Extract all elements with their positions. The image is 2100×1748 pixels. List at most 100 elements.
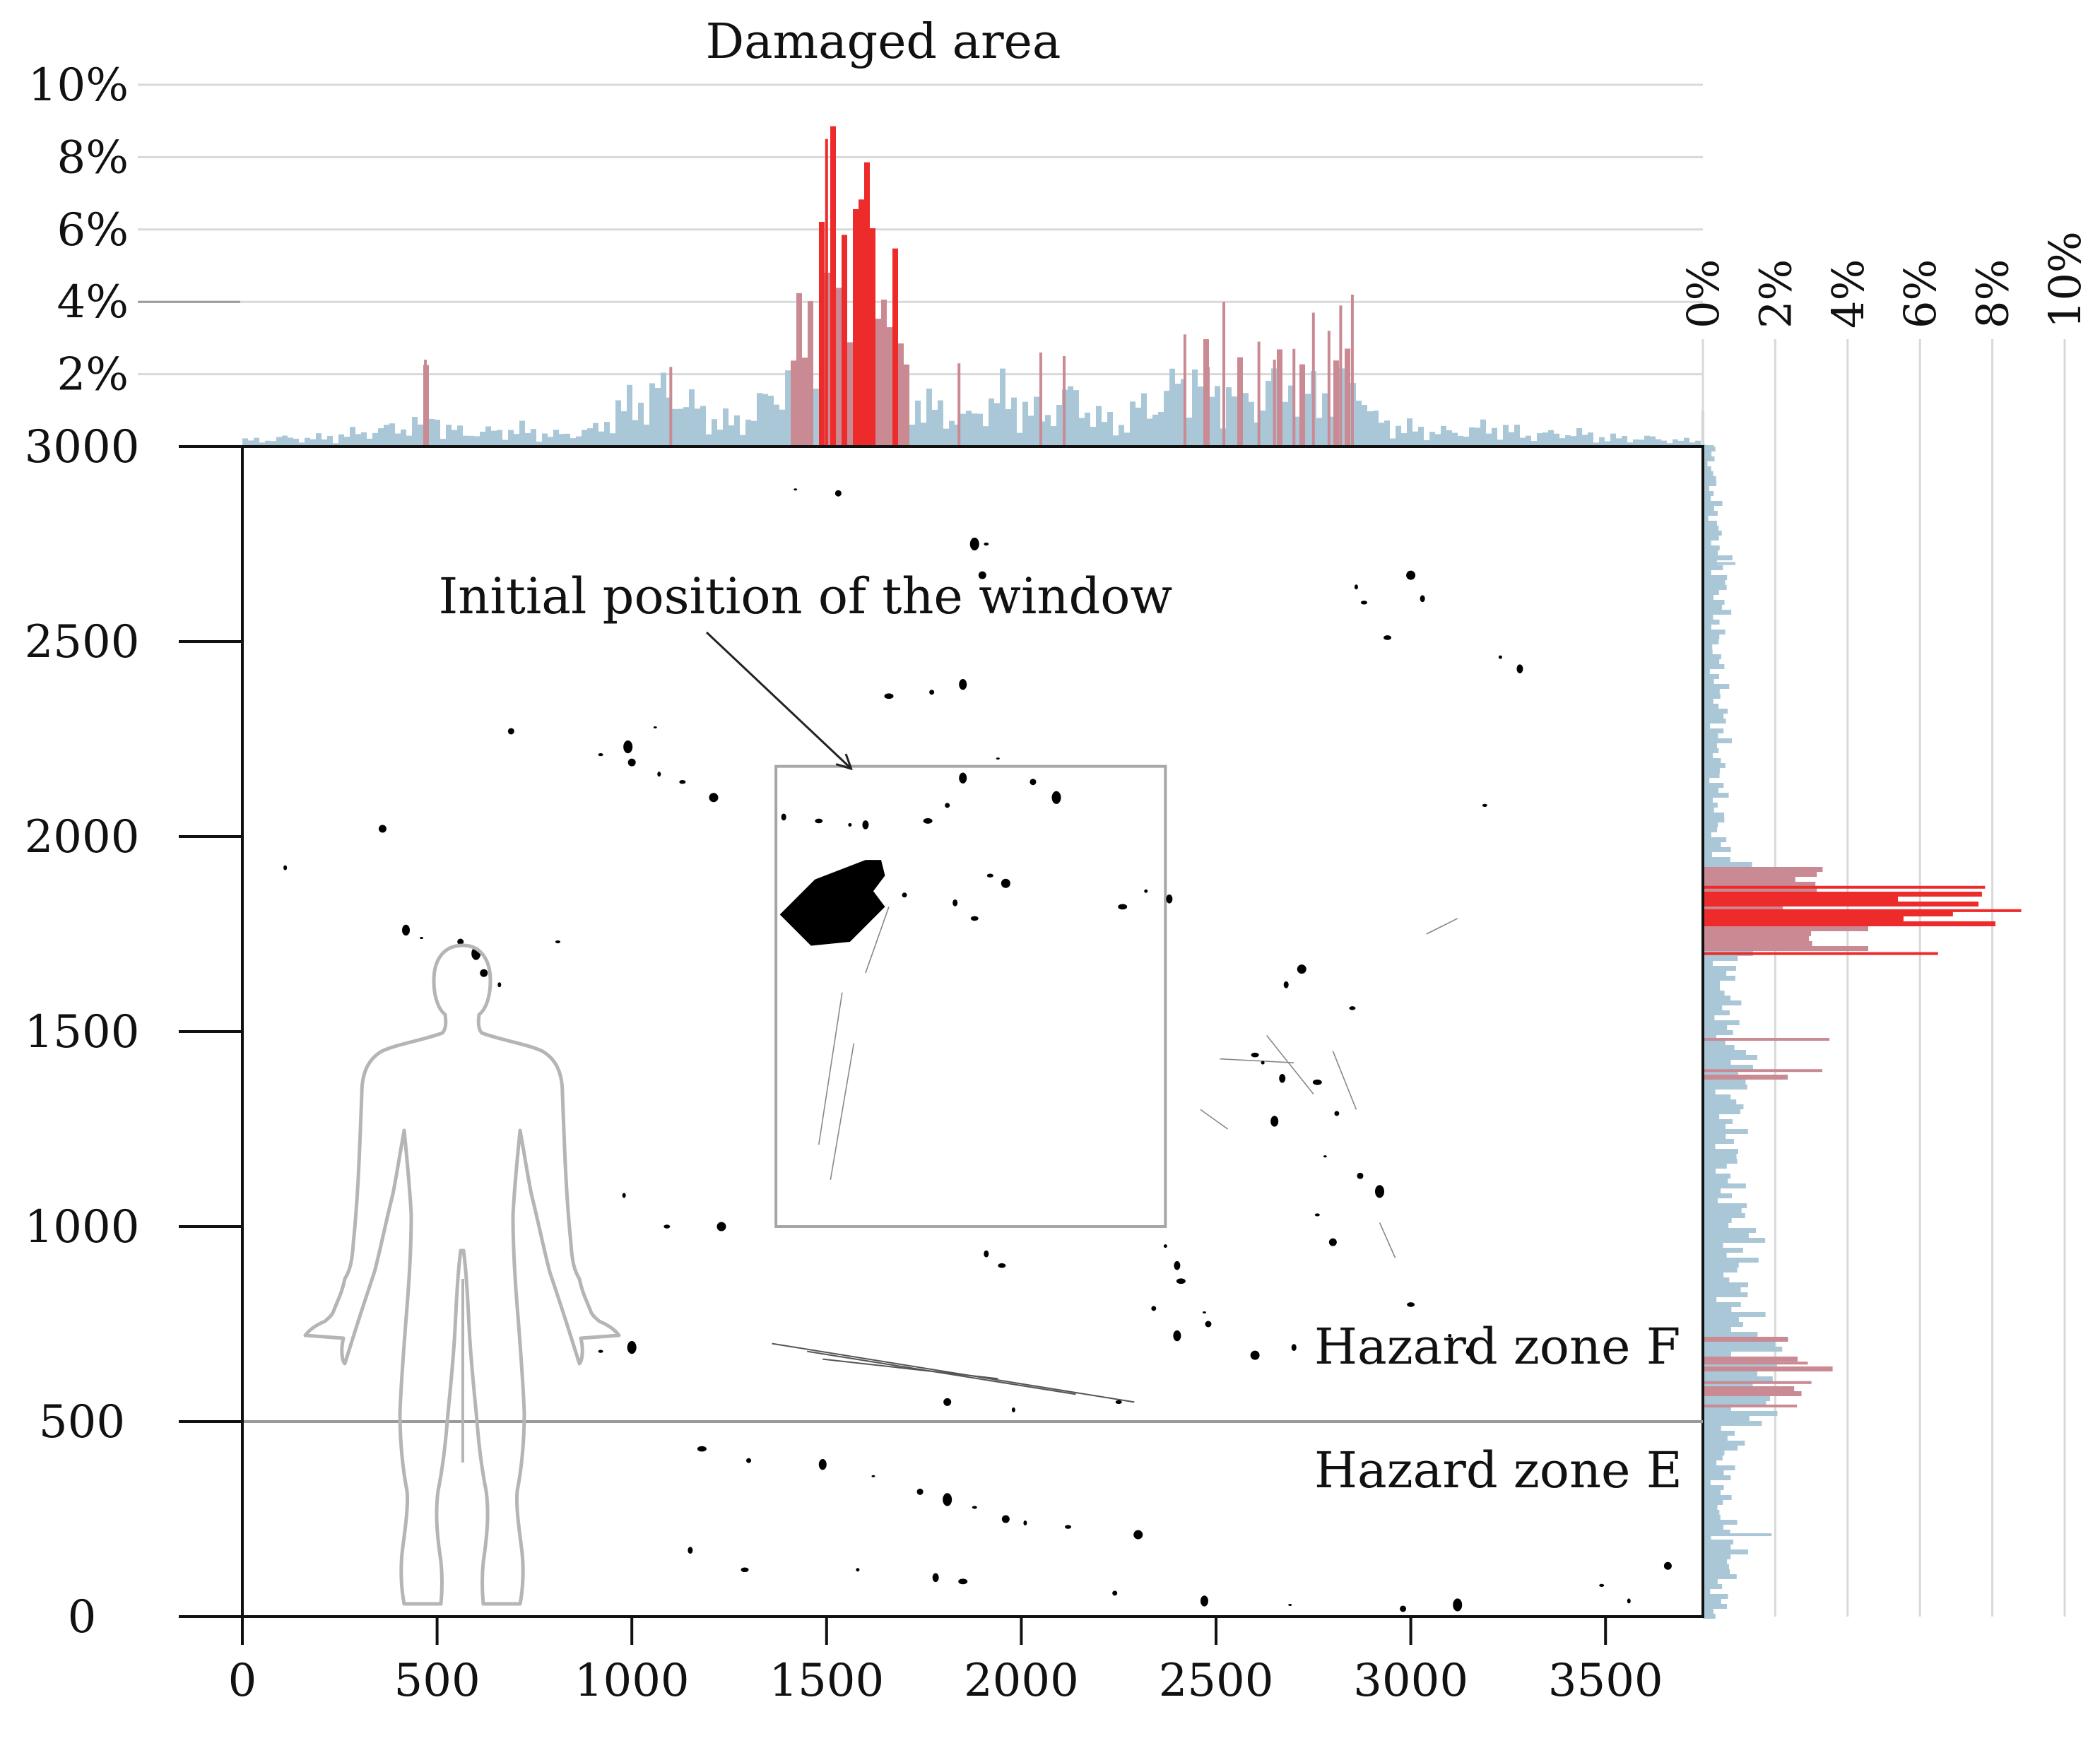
top-histogram-bar (1492, 427, 1497, 447)
side-histogram-bar (1703, 634, 1720, 639)
fragment-point (1261, 1061, 1265, 1065)
side-histogram-bar (1703, 1579, 1718, 1584)
top-histogram-bar (1051, 426, 1056, 447)
fragment-point (598, 1350, 603, 1353)
top-histogram-bar (1090, 427, 1096, 447)
x-tick-label: 0 (228, 1655, 257, 1707)
side-histogram-bar (1703, 862, 1752, 867)
top-histogram-bar (808, 301, 813, 447)
fragment-point (970, 916, 979, 921)
top-histogram-bar (1673, 439, 1678, 447)
fragment-point (1173, 1330, 1181, 1342)
side-histogram-bar (1703, 1203, 1747, 1208)
side-histogram-bar (1703, 1114, 1720, 1119)
side-histogram-bar (1703, 926, 1869, 931)
top-histogram-bar (1345, 348, 1350, 447)
top-histogram-bar (1475, 427, 1480, 447)
y-tick-label: 2500 (25, 616, 140, 668)
fragment-streak (1200, 1109, 1229, 1130)
side-histogram-bar (1703, 1431, 1735, 1436)
side-histogram-bar (1703, 817, 1725, 822)
top-histogram-bar (1056, 404, 1062, 447)
top-histogram-bar (1079, 418, 1085, 447)
side-histogram-bar (1703, 847, 1731, 852)
side-histogram-bar (1703, 639, 1719, 644)
top-histogram-bar (604, 422, 610, 447)
top-histogram-bar (695, 408, 700, 447)
top-histogram-bar (316, 433, 322, 447)
side-histogram-bar (1703, 1426, 1721, 1431)
top-histogram-tick-labels: 2% 4% 6% 8% 10% (28, 59, 129, 401)
top-histogram-bar (1565, 435, 1571, 447)
top-histogram-bar (966, 411, 972, 447)
side-histogram-bar (1703, 1569, 1730, 1574)
top-histogram-bar (938, 400, 943, 447)
top-histogram-bar (1005, 409, 1011, 447)
side-histogram-bar (1703, 679, 1714, 684)
top-histogram-bar (977, 413, 983, 447)
top-histogram-bar (452, 430, 457, 447)
top-histogram-bar (1656, 439, 1661, 447)
top-histogram-spike (424, 360, 427, 447)
top-histogram-bar (1045, 415, 1051, 447)
side-histogram-bar (1703, 936, 1810, 941)
top-histogram-spike (1292, 348, 1296, 447)
side-histogram-bar (1703, 516, 1709, 521)
top-histogram-bar (293, 439, 299, 447)
annotation-window: Initial position of the window (439, 567, 1173, 625)
side-histogram-bar (1703, 1307, 1732, 1312)
top-histogram-bar (621, 411, 627, 447)
top-histogram-bar (525, 432, 531, 447)
fragment-point (972, 1506, 977, 1509)
side-histogram-bar (1703, 1045, 1735, 1050)
side-histogram-bar (1703, 689, 1720, 694)
fragment-point (688, 1547, 693, 1554)
side-histogram-bar (1703, 466, 1711, 471)
side-histogram-bar (1703, 545, 1720, 550)
top-histogram-bar (932, 409, 938, 447)
side-tick-label: 2% (1750, 259, 1801, 329)
side-tick-label: 8% (1967, 259, 2019, 329)
top-histogram-bar (796, 293, 802, 447)
side-histogram-bar (1703, 1179, 1728, 1183)
top-histogram-bar (678, 408, 683, 447)
top-histogram-bar (892, 248, 898, 447)
side-histogram-bar (1703, 496, 1711, 501)
side-histogram-bar (1703, 1485, 1724, 1490)
side-tick-label: 0% (1677, 259, 1729, 329)
top-histogram-bar (1362, 405, 1367, 447)
top-histogram-bar (1034, 396, 1039, 447)
fragment-point (1279, 1073, 1286, 1083)
fragment-point (1328, 1238, 1337, 1246)
fragment-point (555, 940, 560, 944)
top-histogram-spike (1063, 356, 1066, 447)
side-histogram-bar (1703, 911, 1953, 916)
side-histogram-bar (1703, 753, 1713, 758)
fragment-point (598, 752, 603, 757)
y-tick-label: 1000 (25, 1201, 140, 1253)
top-histogram-bar (1503, 425, 1509, 447)
side-histogram-spike (1703, 562, 1736, 565)
top-histogram-bar (1616, 438, 1622, 447)
side-histogram-bar (1703, 570, 1711, 575)
top-histogram-bar (757, 393, 762, 447)
top-histogram-bar (859, 199, 864, 447)
side-damaged-area-histogram: 0% 2% 4% 6% 8% 10% (1677, 231, 2091, 1619)
side-histogram-bar (1703, 1371, 1757, 1376)
side-histogram-bar (1703, 1174, 1731, 1179)
top-histogram-bar (1107, 411, 1113, 447)
side-histogram-bar (1703, 971, 1727, 976)
side-histogram-bar (1703, 625, 1711, 630)
top-histogram-bar (1599, 437, 1605, 447)
side-histogram-bar (1703, 1455, 1723, 1460)
side-histogram-bar (1703, 991, 1725, 996)
initial-window-rectangle (774, 764, 1167, 1228)
fragment-streak (1379, 1222, 1396, 1258)
top-histogram-bar (265, 440, 271, 447)
side-histogram-spike (1703, 1381, 1812, 1384)
fragment-point (1291, 1344, 1297, 1352)
side-histogram-bar (1703, 1287, 1741, 1292)
side-histogram-bar (1703, 783, 1724, 788)
x-tick-label: 2000 (964, 1655, 1079, 1707)
